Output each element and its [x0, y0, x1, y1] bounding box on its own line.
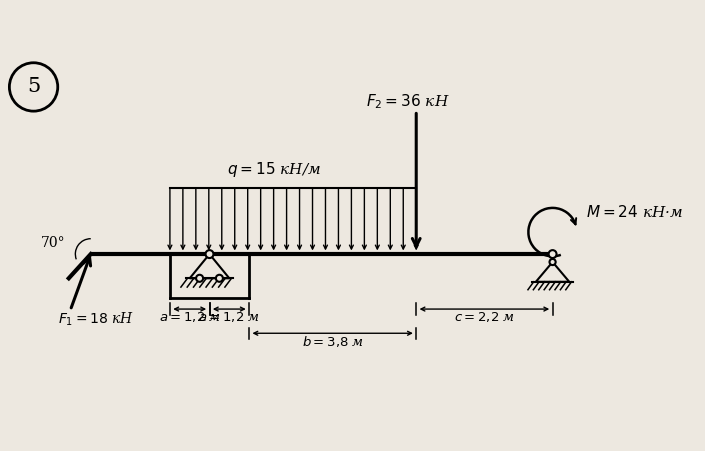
Text: $F_2 = 36$ кН: $F_2 = 36$ кН: [366, 93, 449, 111]
Text: $q = 15$ кН/м: $q = 15$ кН/м: [227, 160, 321, 179]
Text: 70°: 70°: [41, 236, 66, 250]
Circle shape: [548, 250, 556, 258]
Circle shape: [216, 275, 223, 282]
Text: 5: 5: [27, 78, 40, 97]
Text: $a = 1{,}2$ м: $a = 1{,}2$ м: [198, 310, 260, 324]
Circle shape: [206, 250, 214, 258]
Circle shape: [549, 259, 556, 265]
Circle shape: [196, 275, 203, 282]
Text: $b = 3{,}8$ м: $b = 3{,}8$ м: [302, 334, 364, 349]
Text: $a = 1{,}2$ м: $a = 1{,}2$ м: [159, 310, 221, 324]
Text: $c = 2{,}2$ м: $c = 2{,}2$ м: [454, 310, 515, 324]
Text: $M = 24$ кН·м: $M = 24$ кН·м: [586, 204, 682, 220]
Text: $F_1 = 18$ кН: $F_1 = 18$ кН: [58, 310, 134, 327]
